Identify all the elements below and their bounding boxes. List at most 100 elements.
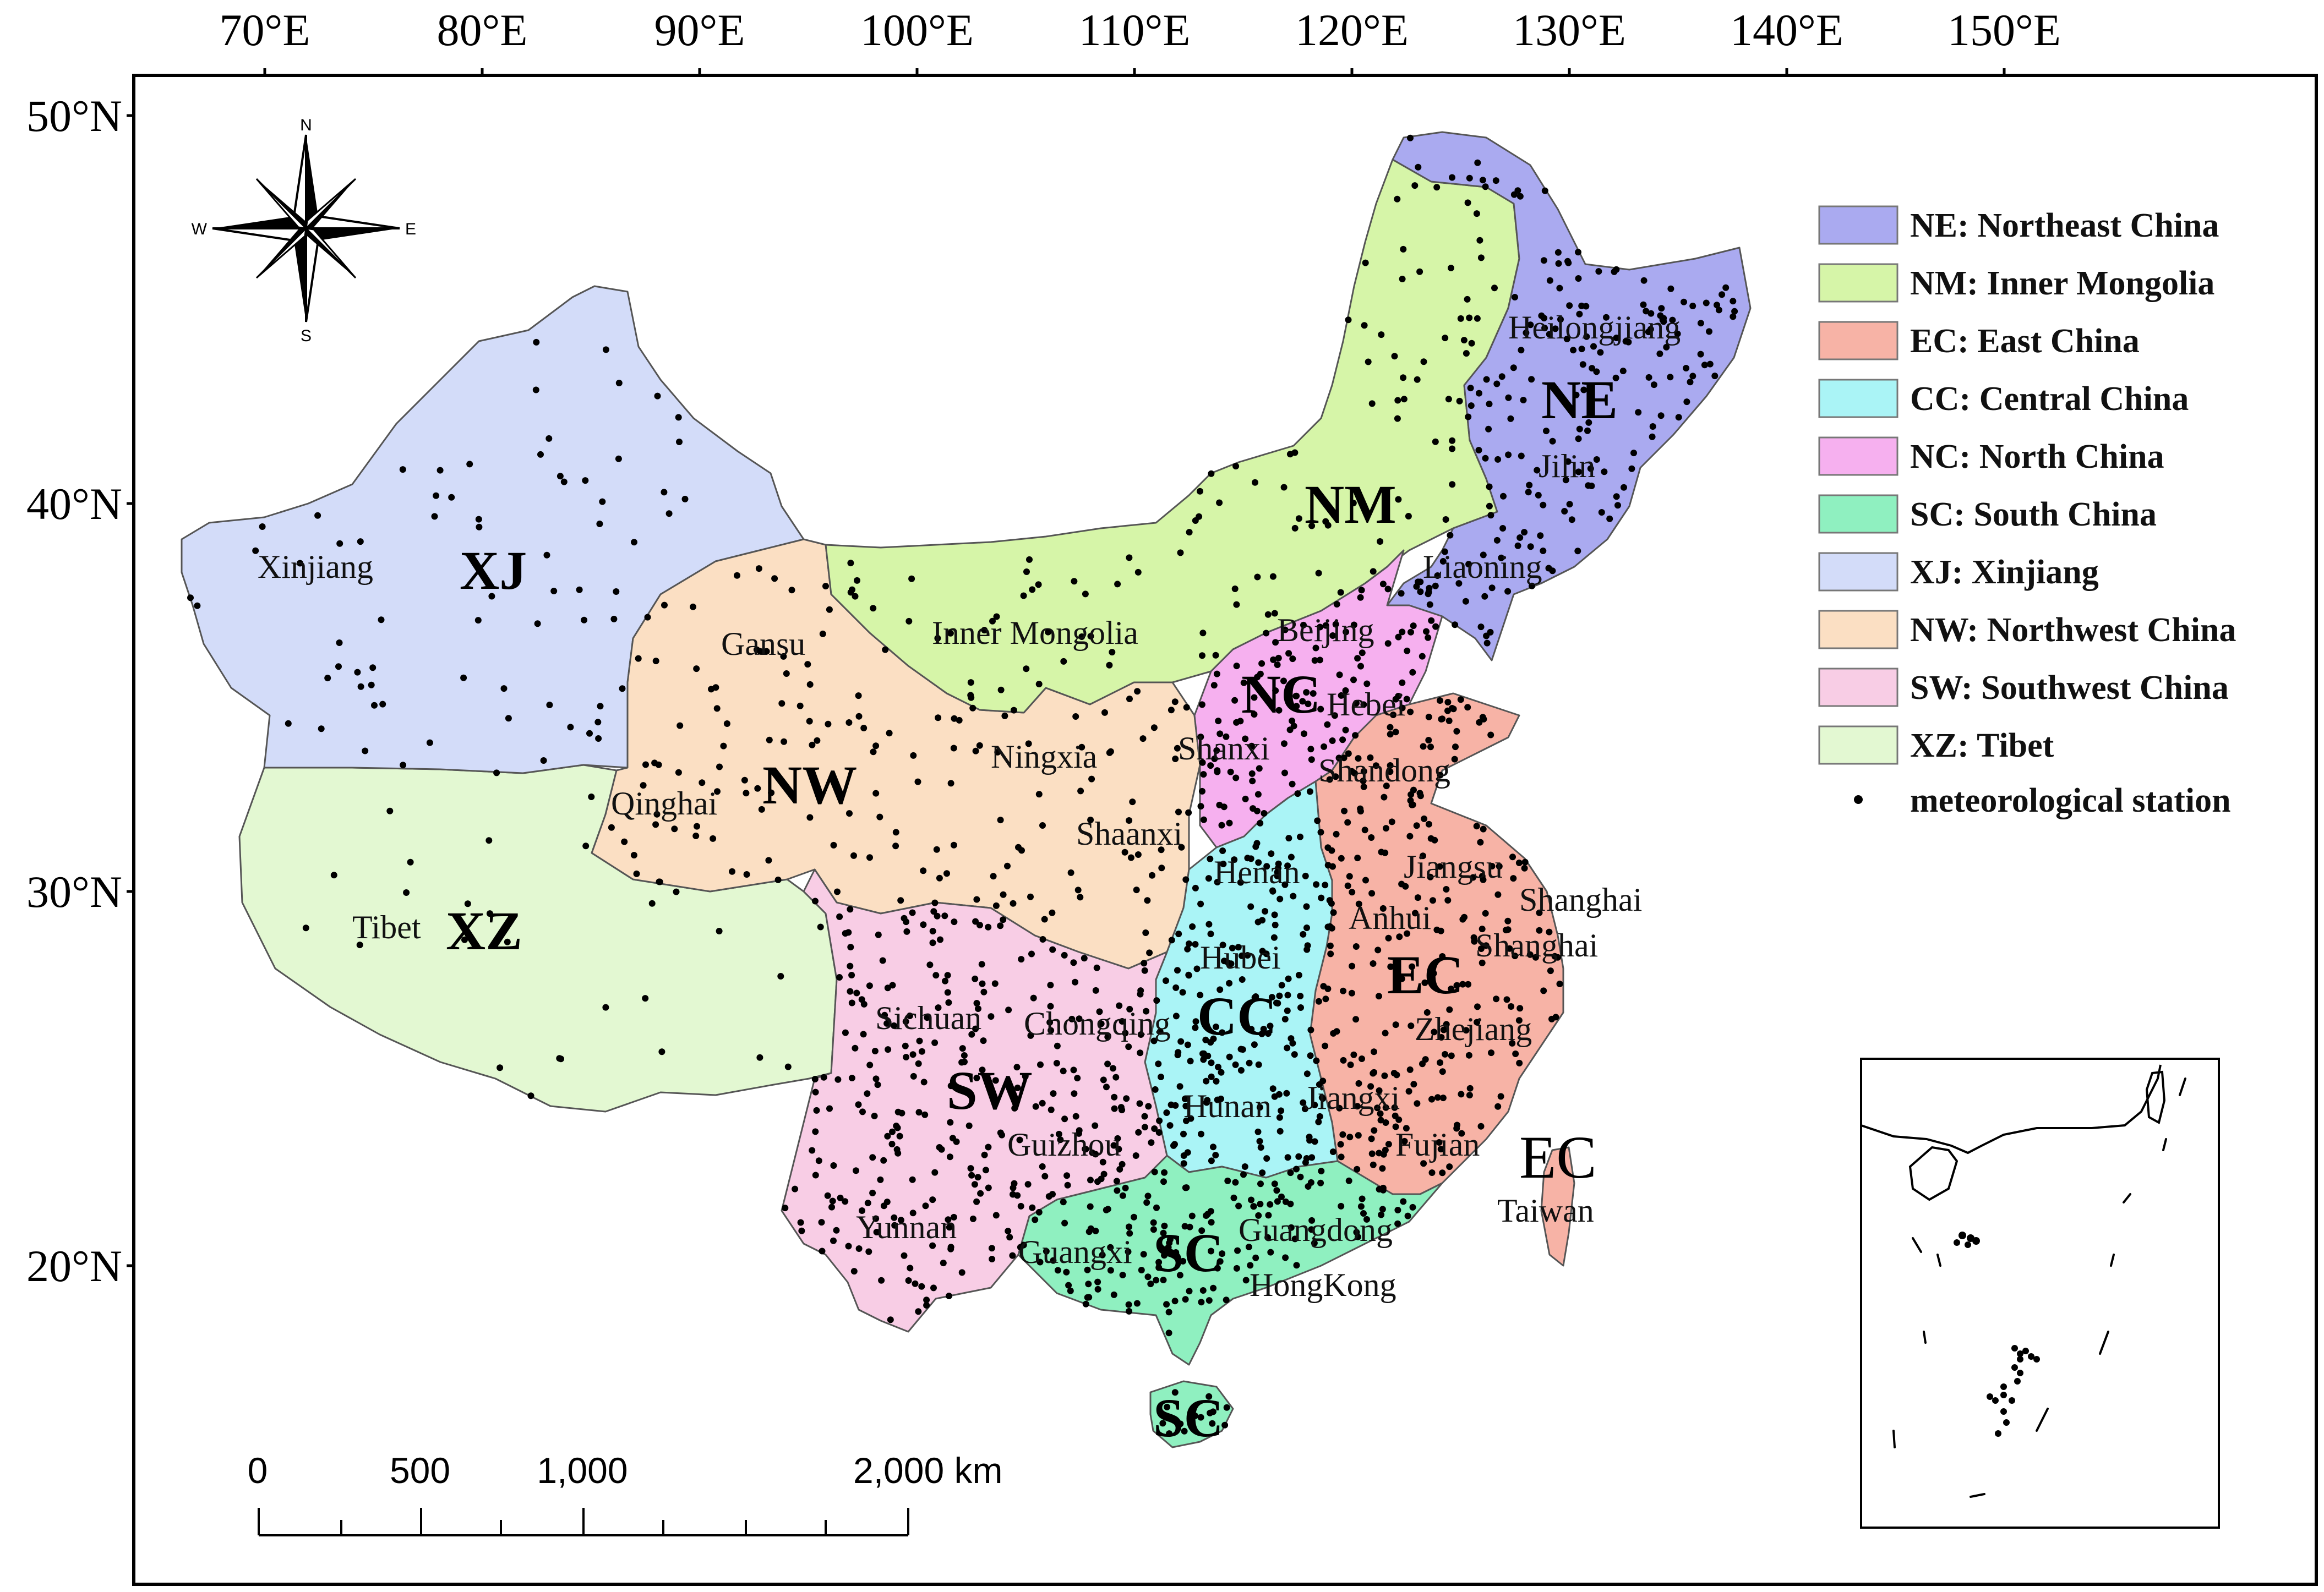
province-label-shaanxi: Shaanxi: [1076, 816, 1182, 852]
station-dot: [1267, 1201, 1274, 1208]
station-dot: [1284, 1044, 1291, 1052]
station-dot: [1465, 413, 1472, 420]
station-dot: [1398, 590, 1405, 597]
station-dot: [1208, 470, 1215, 477]
station-dot: [1382, 1119, 1389, 1126]
station-dot: [1476, 237, 1483, 244]
province-label-shanxi: Shanxi: [1178, 730, 1270, 767]
station-dot: [1150, 1037, 1158, 1044]
station-dot: [1351, 770, 1358, 776]
station-dot: [1413, 583, 1420, 590]
station-dot: [1423, 628, 1430, 635]
station-dot: [1621, 484, 1627, 491]
station-dot: [1400, 245, 1407, 253]
station-dot: [1144, 1192, 1152, 1200]
station-dot: [1291, 1051, 1298, 1058]
lat-tick-label: 50°N: [26, 91, 122, 141]
station-dot: [1141, 967, 1148, 974]
station-dot: [1077, 787, 1084, 795]
station-dot: [781, 738, 788, 745]
station-dot: [1293, 1166, 1300, 1173]
station-dot: [910, 752, 917, 759]
station-dot: [1155, 1129, 1163, 1136]
station-dot: [946, 1153, 953, 1161]
station-dot: [675, 769, 682, 776]
station-dot: [1437, 697, 1443, 704]
station-dot: [1100, 1170, 1108, 1178]
station-dot: [1137, 1049, 1144, 1057]
region-label-nc: NC: [1241, 664, 1321, 725]
station-dot: [1039, 822, 1046, 829]
station-dot: [1308, 756, 1315, 763]
station-dot: [1085, 1281, 1092, 1288]
station-dot: [1278, 1193, 1285, 1200]
station-dot: [872, 1075, 880, 1082]
station-dot: [581, 616, 588, 623]
station-dot: [1242, 1277, 1250, 1284]
station-dot: [1126, 696, 1133, 702]
province-label-shanghai-2: Shanghai: [1475, 927, 1598, 964]
station-dot: [1208, 1248, 1214, 1255]
station-dot: [1421, 815, 1428, 822]
station-dot: [866, 854, 873, 861]
station-dot: [921, 1111, 929, 1118]
station-dot: [285, 720, 292, 727]
station-dot: [1444, 897, 1452, 904]
station-dot: [1381, 794, 1388, 801]
station-dot: [1322, 995, 1329, 1003]
station-dot: [1412, 910, 1419, 917]
station-dot: [1576, 425, 1583, 433]
station-dot: [1320, 983, 1327, 990]
station-dot: [676, 439, 683, 445]
station-dot: [665, 510, 673, 517]
station-dot: [729, 868, 735, 875]
station-dot: [1355, 755, 1362, 762]
station-dot: [1295, 972, 1302, 978]
station-dot: [875, 931, 882, 938]
station-dot: [1182, 1102, 1190, 1109]
station-dot: [1593, 368, 1600, 375]
station-dot: [1181, 1095, 1188, 1102]
station-dot: [754, 785, 761, 792]
station-dot: [860, 725, 868, 731]
station-dot: [1449, 705, 1455, 712]
station-dot: [448, 494, 455, 501]
station-dot: [959, 1045, 966, 1052]
station-dot: [1280, 677, 1287, 685]
station-dot: [792, 1185, 799, 1192]
station-dot: [920, 921, 927, 928]
station-dot: [842, 930, 849, 937]
station-dot: [1570, 347, 1577, 354]
station-dot: [812, 898, 819, 905]
station-dot: [1342, 726, 1349, 734]
station-dot: [1249, 778, 1256, 785]
station-dot: [619, 685, 626, 692]
station-dot: [1439, 1068, 1446, 1075]
province-label-guangdong: Guangdong: [1239, 1212, 1393, 1248]
station-dot: [830, 1237, 837, 1244]
province-label-chongqing: Chongqing: [1024, 1005, 1171, 1042]
station-dot: [990, 873, 997, 880]
station-dot: [1318, 1168, 1325, 1175]
station-dot: [1106, 749, 1113, 756]
station-dot: [1359, 1055, 1365, 1062]
station-dot: [1237, 879, 1244, 886]
station-dot: [806, 718, 813, 725]
station-dot: [1370, 1070, 1377, 1077]
legend-label-ec: EC: East China: [1910, 322, 2140, 360]
station-dot: [1212, 652, 1219, 659]
station-dot: [1122, 1184, 1129, 1191]
station-dot: [1459, 916, 1466, 923]
station-dot: [915, 1109, 923, 1116]
station-dot: [1036, 1259, 1044, 1266]
station-dot: [1649, 433, 1656, 440]
station-dot: [1074, 1075, 1081, 1082]
station-dot: [1174, 745, 1181, 752]
station-dot: [1126, 1223, 1132, 1230]
station-dot: [1123, 1095, 1130, 1102]
station-dot: [1026, 556, 1033, 563]
station-dot: [1184, 1041, 1191, 1048]
station-dot: [1000, 916, 1007, 923]
station-dot: [1119, 1192, 1126, 1199]
station-dot: [1257, 819, 1264, 827]
